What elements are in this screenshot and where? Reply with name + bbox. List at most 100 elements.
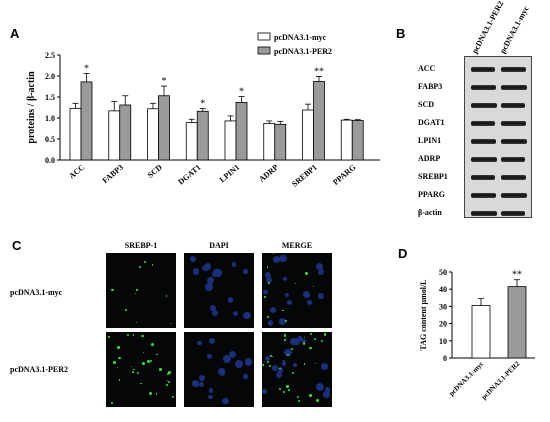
srebp1-signal-dot [166, 383, 168, 386]
micro-row-label-per2: pcDNA3.1-PER2 [10, 365, 68, 374]
blot-protein-label: β-actin [418, 208, 442, 217]
nucleus-dot [281, 361, 286, 366]
srebp1-signal-dot [266, 360, 270, 364]
chart-a-legend-label: pcDNA3.1-PER2 [274, 47, 332, 56]
srebp1-signal-dot [310, 332, 313, 336]
nucleus-dot [243, 311, 252, 320]
chart-a-significance: * [84, 63, 89, 74]
srebp1-signal-dot [324, 333, 327, 336]
srebp1-signal-dot [284, 339, 286, 341]
micrograph-per2-srebp1 [106, 332, 176, 407]
blot-band-myc [501, 103, 525, 108]
srebp1-signal-dot [113, 361, 116, 364]
blot-band-myc [501, 175, 526, 180]
srebp1-signal-dot [134, 292, 136, 294]
chart-a-significance: * [239, 87, 244, 98]
micro-row-label-myc: pcDNA3.1-myc [10, 288, 63, 297]
srebp1-signal-dot [132, 334, 134, 336]
chart-d-x-tick-label: pcDNA3.1-PER2 [480, 359, 522, 401]
srebp1-signal-dot [127, 333, 130, 336]
nucleus-dot [296, 335, 304, 343]
nucleus-dot [209, 304, 217, 311]
nucleus-dot [192, 268, 200, 275]
nucleus-dot [278, 254, 287, 263]
srebp1-signal-dot [279, 367, 281, 369]
nucleus-dot [270, 306, 276, 313]
blot-band-per2 [471, 193, 496, 198]
chart-d-y-tick-label: 50 [439, 268, 447, 277]
nucleus-dot [323, 391, 331, 399]
chart-d-y-tick-label: 40 [439, 285, 447, 294]
srebp1-signal-dot [315, 362, 317, 364]
blot-band-myc [501, 67, 526, 72]
srebp1-signal-dot [166, 372, 169, 375]
nucleus-dot [227, 296, 234, 303]
srebp1-signal-dot [264, 296, 266, 298]
srebp1-signal-dot [140, 334, 144, 338]
srebp1-signal-dot [262, 364, 264, 366]
nucleus-dot [235, 360, 244, 368]
nucleus-dot [208, 394, 213, 400]
srebp1-signal-dot [139, 265, 142, 268]
chart-a-x-tick-label: ACC [67, 163, 86, 181]
chart-a-bar [147, 108, 159, 161]
srebp1-signal-dot [133, 368, 135, 371]
blot-band-per2 [471, 85, 496, 90]
chart-a-x-tick-label: ADRP [257, 163, 280, 184]
chart-a-y-tick-label: 0.0 [45, 156, 55, 165]
srebp1-signal-dot [297, 399, 300, 402]
chart-a-bar [224, 120, 237, 161]
srebp1-signal-dot [266, 266, 268, 268]
srebp1-signal-dot [165, 295, 167, 297]
srebp1-signal-dot [167, 380, 170, 383]
nucleus-dot [287, 299, 293, 305]
nucleus-dot [272, 364, 278, 371]
chart-a-bar [80, 81, 93, 161]
panel-b-letter: B [396, 26, 406, 41]
srebp1-signal-dot [142, 352, 144, 354]
chart-a-legend-swatch [257, 32, 271, 41]
srebp1-signal-dot [297, 396, 300, 399]
nucleus-dot [233, 311, 239, 317]
chart-d-significance: ** [512, 270, 522, 281]
srebp1-signal-dot [125, 309, 128, 312]
chart-a-x-tick-label: DGAT1 [176, 163, 202, 187]
blot-band-myc [501, 193, 527, 198]
srebp1-signal-dot [273, 253, 275, 255]
srebp1-signal-dot [309, 346, 312, 350]
nucleus-dot [302, 290, 310, 298]
blot-band-myc [501, 139, 527, 144]
nucleus-dot [205, 263, 212, 270]
chart-a-bar [235, 102, 248, 161]
srebp1-signal-dot [303, 336, 306, 339]
nucleus-dot [212, 270, 218, 277]
nucleus-dot [301, 338, 306, 343]
srebp1-signal-dot [141, 362, 145, 366]
srebp1-signal-dot [283, 390, 286, 393]
nucleus-dot [284, 348, 292, 357]
srebp1-signal-dot [282, 309, 284, 312]
srebp1-signal-dot [151, 264, 154, 266]
srebp1-signal-dot [149, 391, 153, 395]
nucleus-dot [293, 363, 298, 368]
srebp1-signal-dot [287, 353, 290, 356]
srebp1-signal-dot [144, 261, 147, 264]
srebp1-signal-dot [282, 359, 284, 362]
nucleus-dot [315, 262, 324, 271]
chart-a-x-tick-label: LPIN1 [218, 163, 241, 185]
chart-a-y-tick-label: 0.5 [45, 135, 55, 144]
micrograph-myc-dapi [184, 253, 254, 328]
srebp1-signal-dot [285, 337, 288, 340]
micro-col-head-dapi: DAPI [209, 241, 229, 250]
nucleus-dot [198, 374, 205, 381]
micrograph-myc-merge [262, 253, 332, 328]
chart-a-y-axis-label: proteins / β-actin [26, 71, 37, 144]
nucleus-dot [277, 367, 283, 373]
blot-membrane [464, 56, 532, 218]
srebp1-signal-dot [294, 282, 296, 285]
srebp1-signal-dot [118, 379, 121, 382]
blot-protein-label: DGAT1 [418, 118, 445, 127]
srebp1-signal-dot [267, 316, 269, 319]
srebp1-signal-dot [290, 348, 293, 351]
nucleus-dot [231, 261, 237, 267]
